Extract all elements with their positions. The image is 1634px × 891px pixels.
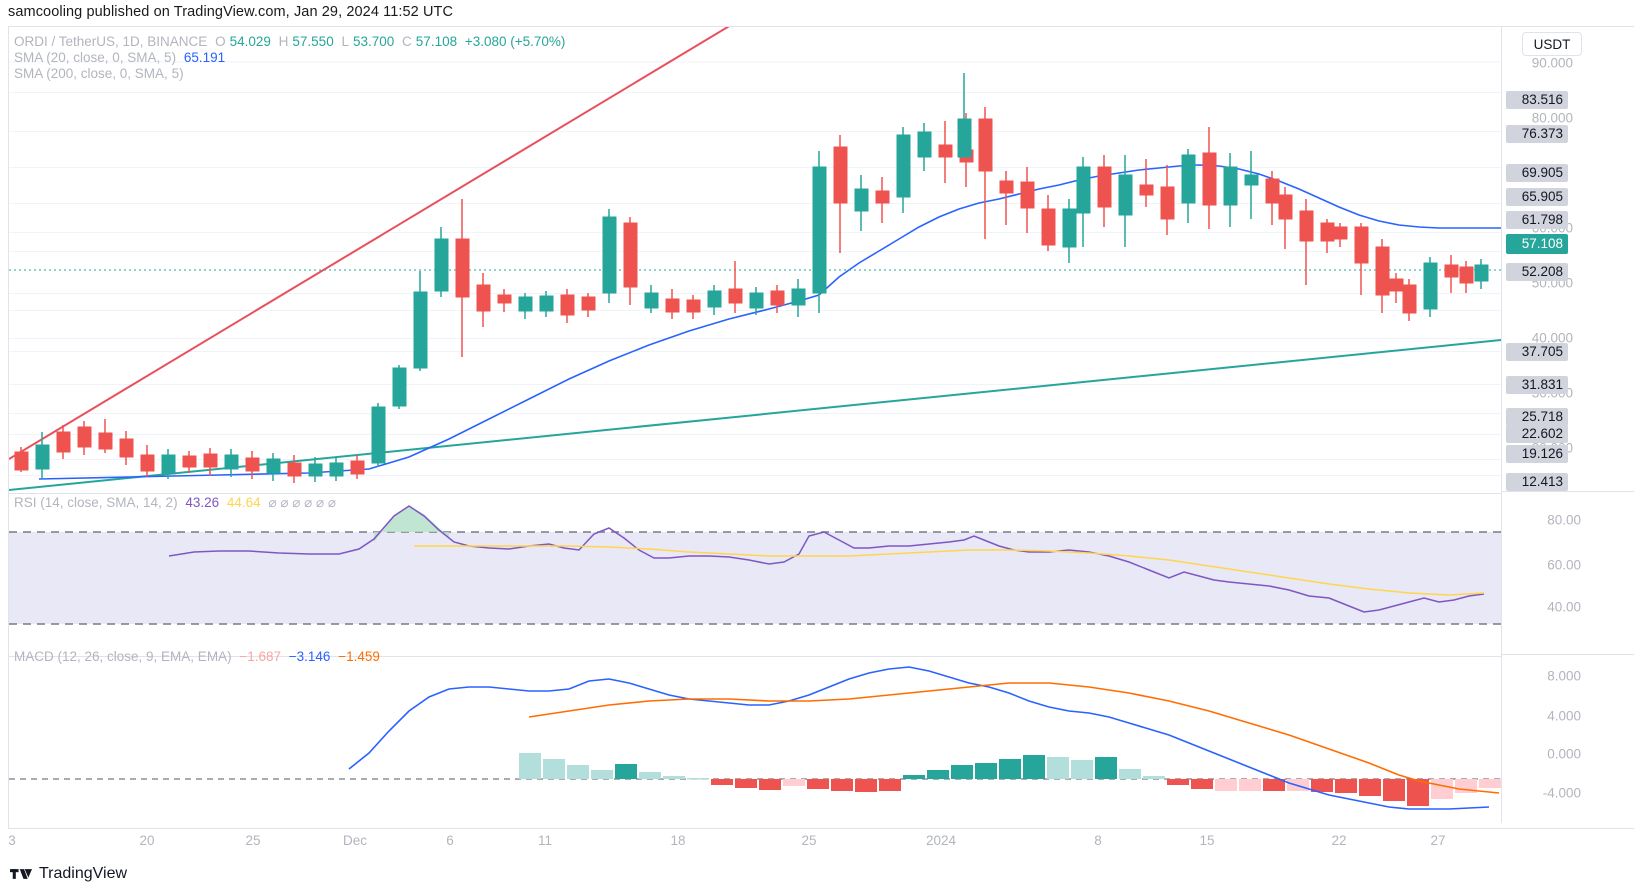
- time-tick-6: 18: [670, 833, 686, 848]
- rsi-ma-value: 44.64: [226, 495, 261, 510]
- time-tick-5: 11: [537, 833, 553, 848]
- price-pane[interactable]: [9, 27, 1501, 491]
- price-tick-plain-40: 40.000: [1531, 330, 1573, 346]
- sma20-name[interactable]: SMA (20, close, 0, SMA, 5): [14, 50, 177, 65]
- price-tick-65905[interactable]: 65.905: [1506, 188, 1568, 206]
- rsi-ma-line[interactable]: [414, 545, 1485, 596]
- candlestick-series[interactable]: [14, 73, 1489, 483]
- footer: TradingView: [0, 856, 1634, 891]
- macd-line[interactable]: [348, 666, 1490, 810]
- sma20-value: 65.191: [183, 50, 226, 65]
- sma20-line[interactable]: [38, 164, 1501, 480]
- rsi-tick-60: 60.00: [1547, 557, 1581, 573]
- macd-signal-line[interactable]: [528, 682, 1500, 794]
- rsi-value: 43.26: [185, 495, 220, 510]
- time-tick-4: 6: [446, 833, 454, 848]
- macd-name[interactable]: MACD (12, 26, close, 9, EMA, EMA): [14, 649, 232, 664]
- macd-hist-value: −1.687: [239, 649, 281, 664]
- tradingview-logo-icon: [10, 868, 32, 879]
- rsi-empty-values: ⌀ ⌀ ⌀ ⌀ ⌀ ⌀: [268, 495, 336, 510]
- axis-divider-1: [1502, 491, 1634, 492]
- time-tick-1: 20: [139, 833, 155, 848]
- time-tick-12: 27: [1430, 833, 1446, 848]
- macd-pane[interactable]: [9, 656, 1501, 823]
- price-tick-plain-90: 90.000: [1531, 55, 1573, 71]
- price-tick-61798[interactable]: 61.798: [1506, 211, 1568, 229]
- sma200-legend[interactable]: SMA (200, close, 0, SMA, 5): [14, 66, 188, 81]
- price-plot[interactable]: [9, 27, 1501, 491]
- macd-signal-value: −1.459: [338, 649, 380, 664]
- macd-line-value: −3.146: [288, 649, 331, 664]
- price-tick-69905[interactable]: 69.905: [1506, 164, 1568, 182]
- time-tick-3: Dec: [342, 833, 368, 848]
- high-value: 57.550: [292, 34, 334, 49]
- close-value: 57.108: [415, 34, 458, 49]
- price-tick-25718[interactable]: 25.718: [1506, 408, 1568, 426]
- macd-tick-neg4: -4.000: [1542, 785, 1581, 801]
- price-axis[interactable]: USDT 90.000 80.000 60.000 50.000 40.000 …: [1501, 27, 1634, 823]
- price-tick-19126[interactable]: 19.126: [1506, 445, 1568, 463]
- price-tick-31831[interactable]: 31.831: [1506, 376, 1568, 394]
- macd-tick-4: 4.000: [1547, 708, 1581, 724]
- close-key: C: [402, 34, 412, 49]
- rsi-tick-40: 40.00: [1547, 599, 1581, 615]
- time-tick-8: 2024: [925, 833, 957, 848]
- price-tick-plain-80: 80.000: [1531, 110, 1573, 126]
- low-key: L: [341, 34, 349, 49]
- macd-legend[interactable]: MACD (12, 26, close, 9, EMA, EMA) −1.687…: [14, 649, 384, 664]
- low-value: 53.700: [352, 34, 395, 49]
- time-tick-7: 25: [801, 833, 817, 848]
- macd-histogram[interactable]: [519, 753, 1501, 806]
- time-tick-11: 22: [1331, 833, 1347, 848]
- publisher-bar: samcooling published on TradingView.com,…: [0, 0, 1634, 24]
- macd-tick-0: 0.000: [1547, 746, 1581, 762]
- rsi-legend[interactable]: RSI (14, close, SMA, 14, 2) 43.26 44.64 …: [14, 495, 340, 511]
- time-tick-10: 15: [1199, 833, 1215, 848]
- macd-tick-8: 8.000: [1547, 668, 1581, 684]
- change-value: +3.080 (+5.70%): [464, 34, 566, 49]
- rsi-name[interactable]: RSI (14, close, SMA, 14, 2): [14, 495, 178, 510]
- time-axis[interactable]: 3 20 25 Dec 6 11 18 25 2024 8 15 22 27: [8, 828, 1634, 854]
- rsi-overbought-fill: [374, 506, 449, 542]
- price-gridlines: [9, 61, 1501, 476]
- chart-frame: USDT 90.000 80.000 60.000 50.000 40.000 …: [8, 26, 1634, 828]
- rsi-plot[interactable]: [9, 494, 1501, 655]
- price-tick-22602[interactable]: 22.602: [1506, 425, 1568, 443]
- high-key: H: [278, 34, 289, 49]
- open-key: O: [215, 34, 226, 49]
- macd-plot[interactable]: [9, 657, 1501, 823]
- price-legend[interactable]: ORDI / TetherUS, 1D, BINANCE O 54.029 H 57…: [14, 34, 569, 49]
- price-tick-83516[interactable]: 83.516: [1506, 91, 1568, 109]
- rsi-tick-80: 80.00: [1547, 512, 1581, 528]
- rsi-pane[interactable]: [9, 493, 1501, 655]
- rsi-line[interactable]: [168, 505, 1485, 613]
- tradingview-brand: TradingView: [39, 864, 128, 882]
- price-tick-12413[interactable]: 12.413: [1506, 473, 1568, 491]
- publisher-text: samcooling published on TradingView.com,…: [8, 4, 454, 20]
- time-tick-2: 25: [245, 833, 261, 848]
- sma200-name[interactable]: SMA (200, close, 0, SMA, 5): [14, 66, 184, 81]
- symbol-label[interactable]: ORDI / TetherUS, 1D, BINANCE: [14, 34, 208, 49]
- time-tick-0: 3: [8, 833, 16, 848]
- open-value: 54.029: [229, 34, 271, 49]
- time-tick-9: 8: [1094, 833, 1102, 848]
- price-tick-76373[interactable]: 76.373: [1506, 125, 1568, 143]
- sma20-legend[interactable]: SMA (20, close, 0, SMA, 5) 65.191: [14, 50, 229, 65]
- last-price-label[interactable]: 57.108: [1506, 234, 1568, 254]
- resistance-trendline[interactable]: [9, 27, 731, 460]
- currency-chip[interactable]: USDT: [1522, 32, 1582, 56]
- price-tick-52208[interactable]: 52.208: [1506, 263, 1568, 281]
- rsi-band: [9, 532, 1501, 624]
- axis-divider-2: [1502, 654, 1634, 655]
- price-tick-37705[interactable]: 37.705: [1506, 343, 1568, 361]
